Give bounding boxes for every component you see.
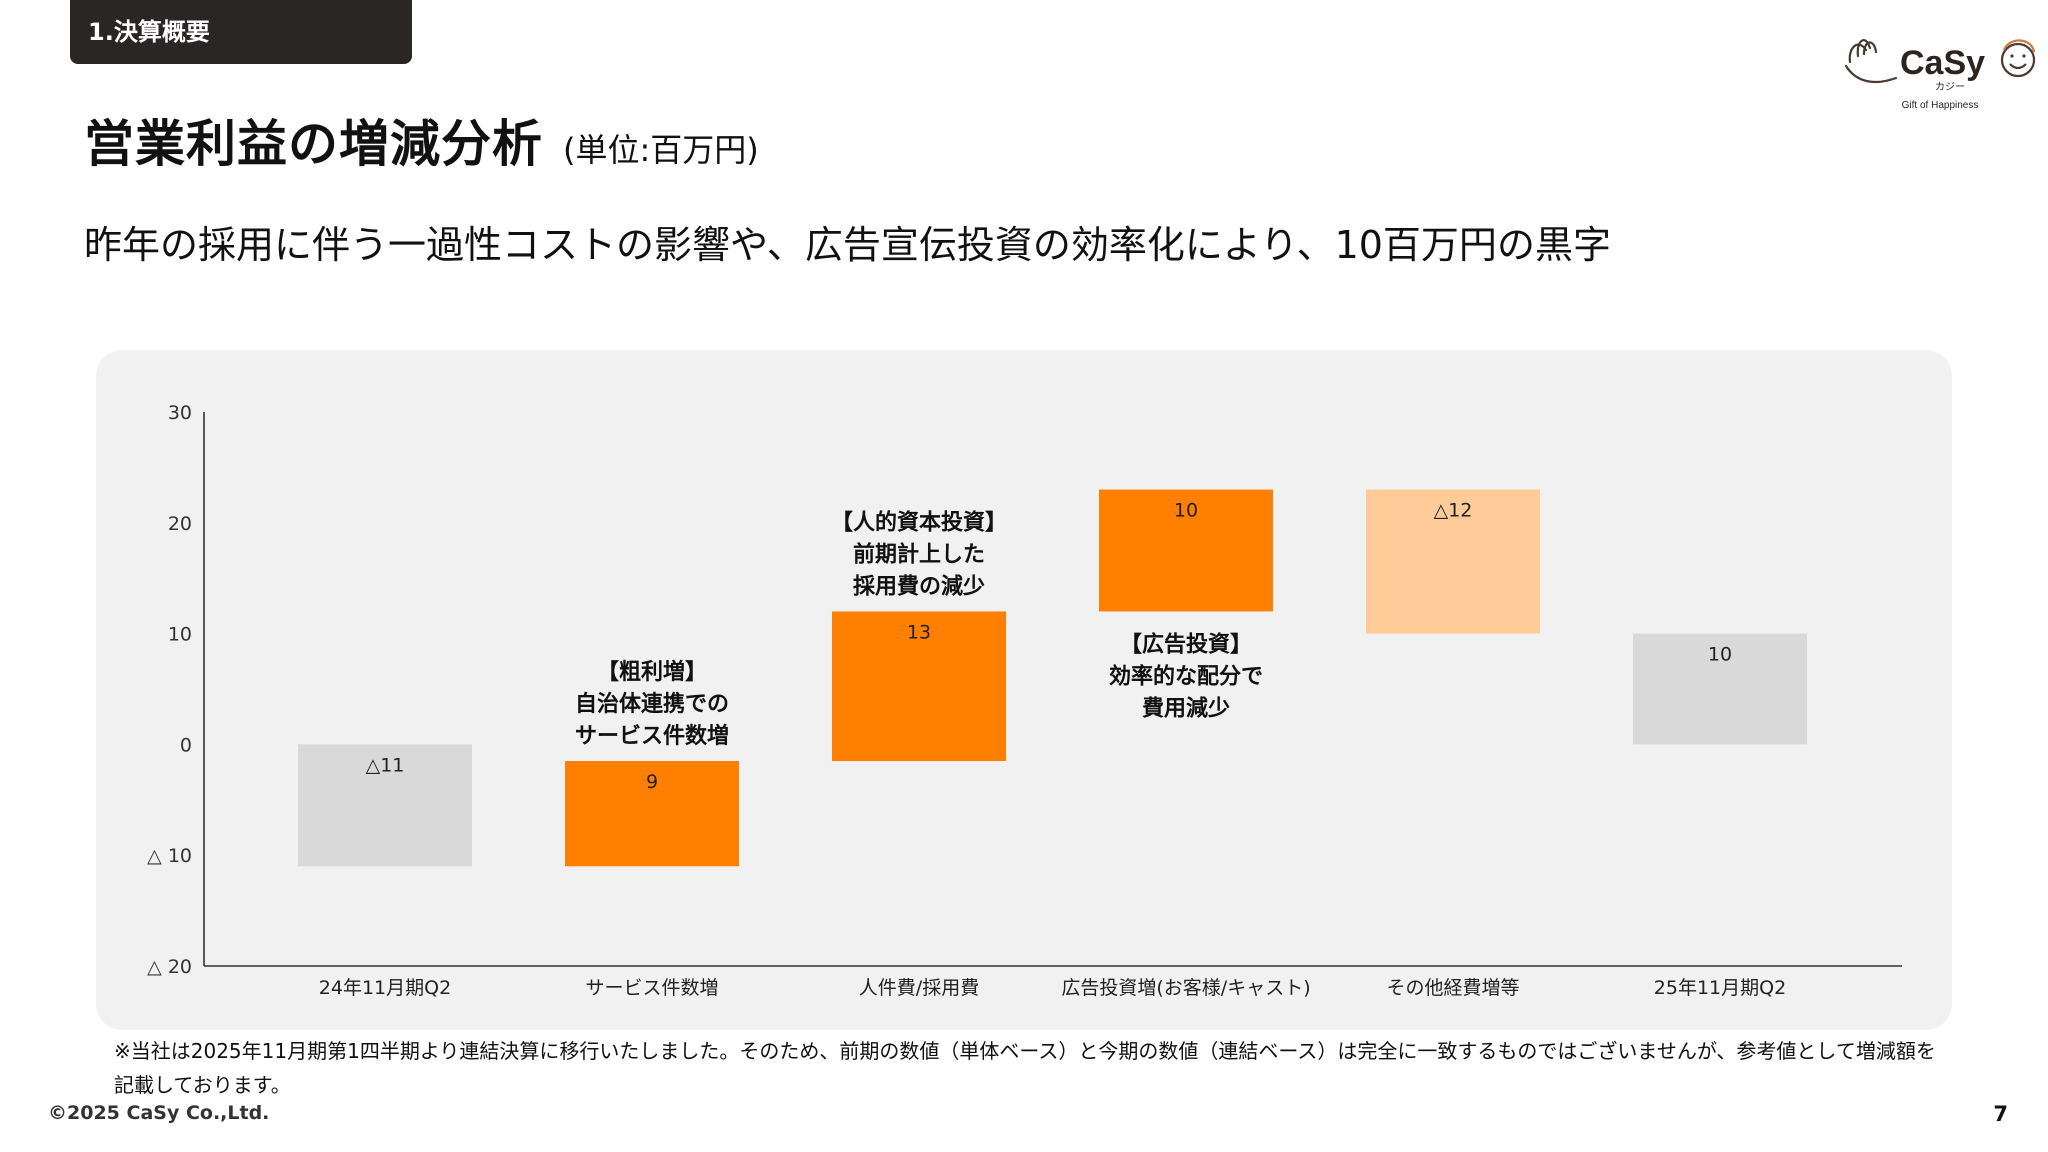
- copyright: ©2025 CaSy Co.,Ltd.: [48, 1102, 270, 1124]
- y-tick-label: △ 20: [147, 956, 192, 978]
- x-category-label: サービス件数増: [585, 977, 718, 999]
- annotation-line: 自治体連携での: [575, 691, 729, 717]
- bar-value-label: △11: [366, 754, 405, 776]
- x-category-label: 広告投資増(お客様/キャスト): [1061, 977, 1310, 999]
- waterfall-bar: [1366, 489, 1540, 634]
- annotation-line: サービス件数増: [575, 723, 729, 749]
- waterfall-bar: [565, 761, 739, 867]
- x-category-label: 24年11月期Q2: [319, 977, 451, 999]
- bar-value-label: △12: [1434, 500, 1473, 522]
- waterfall-bar: [1099, 489, 1273, 612]
- waterfall-bar: [298, 744, 472, 867]
- page-number: 7: [1993, 1102, 2008, 1126]
- company-logo: CaSy カジー Gift of Happiness: [1844, 39, 2036, 111]
- bar-value-label: 10: [1708, 644, 1732, 666]
- x-category-label: 人件費/採用費: [859, 977, 979, 999]
- footnote: ※当社は2025年11月期第1四半期より連結決算に移行いたしました。そのため、前…: [114, 1039, 1936, 1097]
- annotation-line: 費用減少: [1142, 696, 1230, 721]
- bar-value-label: 10: [1174, 500, 1198, 522]
- annotation-line: 効率的な配分で: [1109, 663, 1263, 689]
- x-category-label: その他経費増等: [1386, 977, 1519, 999]
- y-tick-label: 30: [168, 402, 192, 424]
- annotation-line: 採用費の減少: [853, 574, 985, 599]
- logo-wordmark: CaSy: [1900, 44, 1985, 82]
- logo-kana: カジー: [1935, 81, 1965, 93]
- y-tick-label: 20: [168, 513, 192, 535]
- bar-value-label: 13: [907, 621, 931, 643]
- annotation-line: 【粗利増】: [597, 659, 707, 685]
- headline: 昨年の採用に伴う一過性コストの影響や、広告宣伝投資の効率化により、10百万円の黒…: [84, 223, 1611, 267]
- page-title: 営業利益の増減分析: [84, 115, 543, 173]
- logo-tagline: Gift of Happiness: [1902, 100, 1979, 111]
- section-tab: 1.決算概要: [70, 0, 412, 64]
- chart-panel: 30 20 10 0 △ 10 △ 20 △11 9 13 10 △12 10 24年11月期Q2 サービ…: [96, 350, 1952, 1030]
- title-row: 営業利益の増減分析 (単位:百万円): [84, 104, 759, 176]
- waterfall-bar: [1633, 633, 1807, 745]
- unit-label: (単位:百万円): [563, 131, 759, 169]
- y-tick-label: △ 10: [147, 845, 192, 867]
- waterfall-bar: [832, 611, 1006, 762]
- annotation-line: 【広告投資】: [1120, 631, 1252, 657]
- y-tick-label: 10: [168, 624, 192, 646]
- waterfall-chart: 30 20 10 0 △ 10 △ 20 △11 9 13 10 △12 10 24年11月期Q2 サービ…: [147, 402, 1902, 999]
- waving-hand-icon: [1844, 39, 1898, 84]
- smile-face-icon: [2000, 39, 2036, 78]
- annotation-line: 前期計上した: [853, 541, 985, 567]
- annotation-line: 【人的資本投資】: [831, 509, 1007, 535]
- x-category-label: 25年11月期Q2: [1654, 977, 1786, 999]
- bar-value-label: 9: [646, 771, 658, 793]
- y-tick-label: 0: [180, 734, 192, 756]
